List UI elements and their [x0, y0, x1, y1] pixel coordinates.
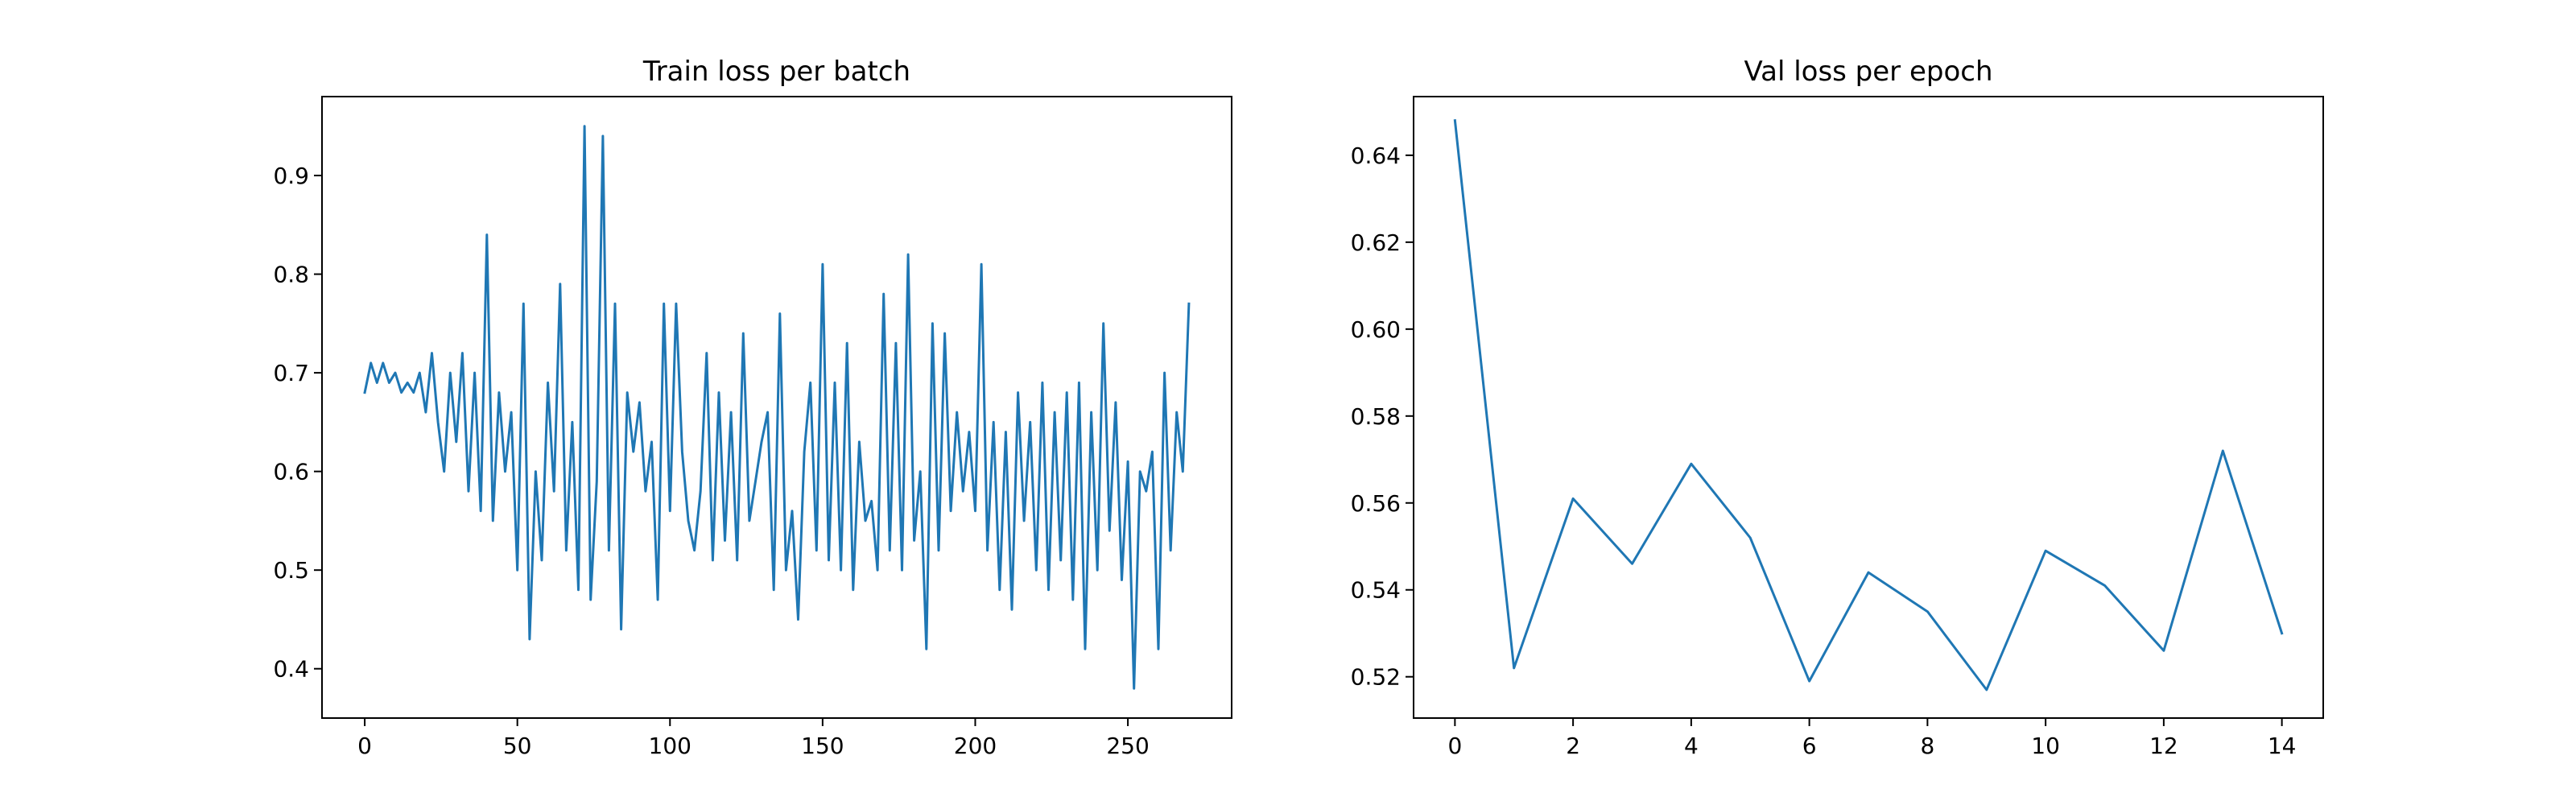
chart-2-y-tick-label: 0.56: [1351, 490, 1401, 517]
chart-2-x-tick-label: 4: [1684, 733, 1699, 759]
chart-1-y-tick-label: 0.5: [273, 557, 309, 584]
chart-1-x-tick-label: 250: [1106, 733, 1149, 759]
chart-2-y-tick-label: 0.62: [1351, 229, 1401, 256]
chart-1-y-tick-label: 0.4: [273, 656, 309, 683]
chart-2-y-tick-label: 0.52: [1351, 664, 1401, 691]
chart-2-y-tick-label: 0.64: [1351, 142, 1401, 169]
chart-2-x-tick-label: 12: [2149, 733, 2178, 759]
chart-2-x-tick-label: 14: [2268, 733, 2297, 759]
chart-1-y-tick-label: 0.6: [273, 459, 309, 485]
chart-1-x-tick-label: 150: [801, 733, 844, 759]
chart-1-axes-frame: [321, 96, 1232, 719]
chart-1-y-tick-label: 0.9: [273, 163, 309, 189]
chart-1-x-tick-label: 50: [503, 733, 532, 759]
chart-2-axes-frame: [1413, 96, 2324, 719]
chart-2-series-line-1: [1453, 119, 2284, 691]
chart-2-x-tick-label: 0: [1447, 733, 1462, 759]
chart-1-series-line-1: [363, 125, 1191, 690]
chart-1-x-tick-label: 200: [954, 733, 997, 759]
chart-1-y-tick-label: 0.7: [273, 360, 309, 386]
chart-2-y-tick-label: 0.58: [1351, 403, 1401, 430]
chart-1-x-tick-label: 0: [357, 733, 372, 759]
chart-2-title: Val loss per epoch: [1744, 56, 1992, 88]
chart-2-x-tick-label: 10: [2031, 733, 2060, 759]
chart-2-x-tick-label: 2: [1566, 733, 1580, 759]
chart-1-y-tick-label: 0.8: [273, 262, 309, 288]
chart-2-y-tick-label: 0.60: [1351, 316, 1401, 343]
chart-2-x-tick-label: 6: [1802, 733, 1817, 759]
chart-2-y-tick-label: 0.54: [1351, 577, 1401, 604]
chart-1-title: Train loss per batch: [642, 56, 910, 88]
chart-1-x-tick-label: 100: [649, 733, 691, 759]
chart-2-x-tick-label: 8: [1920, 733, 1934, 759]
